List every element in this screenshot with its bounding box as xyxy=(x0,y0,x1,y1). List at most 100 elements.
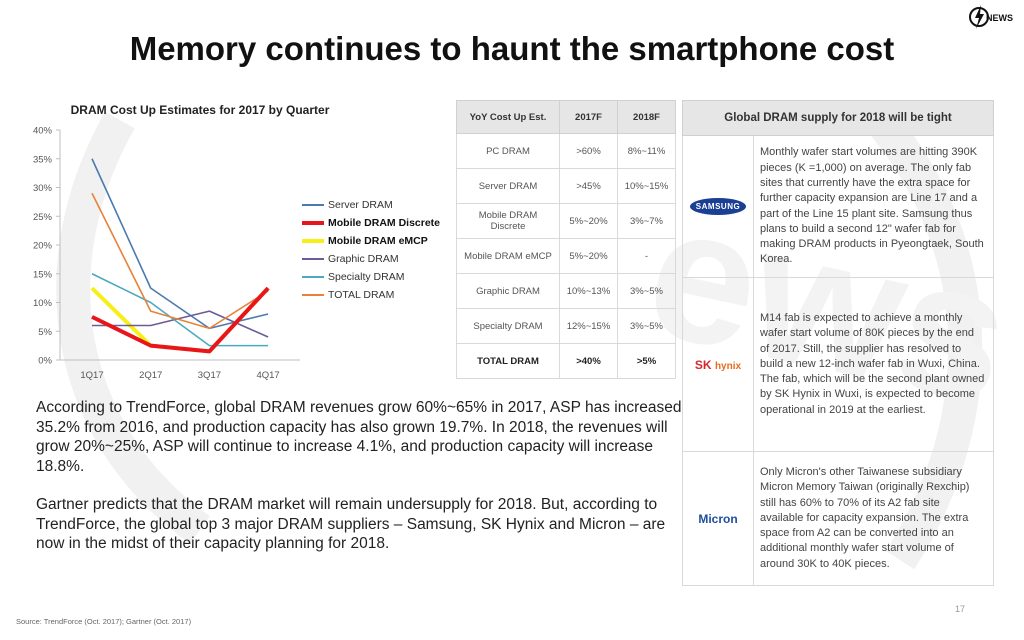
table-row: TOTAL DRAM >40% >5% xyxy=(456,343,676,379)
skhynix-logo-cell: SK hynix xyxy=(682,277,754,452)
y-tick-label: 30% xyxy=(33,183,53,194)
table-cell: 5%~20% xyxy=(559,238,618,274)
legend-label: Mobile DRAM Discrete xyxy=(328,217,441,229)
series-line-mobile-dram-discrete xyxy=(91,286,270,354)
legend-item-mobile-dram-discrete: Mobile DRAM Discrete xyxy=(302,214,440,232)
x-tick-label: 3Q17 xyxy=(198,370,221,381)
table-cell: 10%~13% xyxy=(559,273,618,309)
table-cell: Specialty DRAM xyxy=(456,308,560,344)
legend-swatch xyxy=(302,221,324,225)
skhynix-logo-sk: SK xyxy=(694,357,712,372)
table-row: Mobile DRAM eMCP 5%~20% - xyxy=(456,238,676,274)
legend-label: Graphic DRAM xyxy=(328,253,399,265)
samsung-description: Monthly wafer start volumes are hitting … xyxy=(753,135,994,278)
legend-item-mobile-dram-emcp: Mobile DRAM eMCP xyxy=(302,232,440,250)
paragraph-trendforce: According to TrendForce, global DRAM rev… xyxy=(36,399,682,475)
supply-table: Global DRAM supply for 2018 will be tigh… xyxy=(682,100,994,586)
source-note: Source: TrendForce (Oct. 2017); Gartner … xyxy=(16,617,192,626)
yoy-cost-table: YoY Cost Up Est. 2017F 2018F PC DRAM >60%… xyxy=(456,100,676,379)
col-header: 2017F xyxy=(559,100,618,134)
supplier-row-skhynix: SK hynix M14 fab is expected to achieve … xyxy=(682,277,994,452)
legend-item-total-dram: TOTAL DRAM xyxy=(302,286,440,304)
legend-swatch xyxy=(302,294,324,296)
y-tick-label: 0% xyxy=(38,356,52,367)
table-row: Server DRAM >45% 10%~15% xyxy=(456,168,676,204)
legend-swatch xyxy=(302,258,324,260)
supplier-row-micron: Micron Only Micron's other Taiwanese sub… xyxy=(682,451,994,586)
series-line-specialty-dram xyxy=(91,273,269,347)
table-cell: 12%~15% xyxy=(559,308,618,344)
y-tick-label: 40% xyxy=(33,126,53,137)
y-tick-label: 5% xyxy=(38,327,52,338)
legend-item-graphic-dram: Graphic DRAM xyxy=(302,250,440,268)
table-cell: Graphic DRAM xyxy=(456,273,560,309)
micron-description: Only Micron's other Taiwanese subsidiary… xyxy=(753,451,994,586)
legend-item-server-dram: Server DRAM xyxy=(302,196,440,214)
table-cell: 3%~5% xyxy=(617,273,676,309)
paragraph-gartner: Gartner predicts that the DRAM market wi… xyxy=(36,496,666,552)
table-row: Graphic DRAM 10%~13% 3%~5% xyxy=(456,273,676,309)
table-cell: >60% xyxy=(559,133,618,169)
table-cell: 3%~7% xyxy=(617,203,676,239)
news-logo-text: NEWS xyxy=(986,13,1013,23)
skhynix-logo-hynix: hynix xyxy=(714,360,742,372)
table-cell: PC DRAM xyxy=(456,133,560,169)
line-chart: 0% 5% 10% 15% 20% 25% 30% 35% 40% 1Q17 2Q17 3Q17 4Q… xyxy=(33,126,300,381)
table-cell: >5% xyxy=(617,343,676,379)
x-tick-label: 4Q17 xyxy=(256,370,279,381)
table-cell: TOTAL DRAM xyxy=(456,343,560,379)
legend-label: Specialty DRAM xyxy=(328,271,405,283)
table-cell: 5%~20% xyxy=(559,203,618,239)
skhynix-description: M14 fab is expected to achieve a monthly… xyxy=(753,277,994,452)
table-cell: >45% xyxy=(559,168,618,204)
table-cell: 8%~11% xyxy=(617,133,676,169)
legend-label: TOTAL DRAM xyxy=(328,289,395,301)
col-header: YoY Cost Up Est. xyxy=(456,100,560,134)
page-title: Memory continues to haunt the smartphone… xyxy=(129,30,895,67)
y-tick-label: 15% xyxy=(33,269,53,280)
chart-legend: Server DRAM Mobile DRAM Discrete Mobile DR… xyxy=(302,196,440,304)
table-cell: Mobile DRAM eMCP xyxy=(456,238,560,274)
table-cell: 10%~15% xyxy=(617,168,676,204)
table-cell: Mobile DRAM Discrete xyxy=(456,203,560,239)
y-tick-label: 10% xyxy=(33,298,53,309)
chart-series xyxy=(90,158,270,354)
table-cell: - xyxy=(617,238,676,274)
news-logo: NEWS xyxy=(968,2,1020,32)
series-line-server-dram xyxy=(91,158,269,330)
x-axis: 1Q17 2Q17 3Q17 4Q17 xyxy=(60,359,300,381)
supplier-row-samsung: SAMSUNG Monthly wafer start volumes are … xyxy=(682,135,994,278)
samsung-logo: SAMSUNG xyxy=(689,198,747,215)
table-cell: >40% xyxy=(559,343,618,379)
col-header: 2018F xyxy=(617,100,676,134)
legend-label: Mobile DRAM eMCP xyxy=(328,235,428,247)
body-text: According to TrendForce, global DRAM rev… xyxy=(36,398,691,573)
supply-header: Global DRAM supply for 2018 will be tigh… xyxy=(682,100,994,136)
legend-item-specialty-dram: Specialty DRAM xyxy=(302,268,440,286)
chart-title: DRAM Cost Up Estimates for 2017 by Quart… xyxy=(70,103,330,117)
legend-swatch xyxy=(302,276,324,278)
micron-logo: Micron xyxy=(698,511,738,526)
y-axis: 0% 5% 10% 15% 20% 25% 30% 35% 40% xyxy=(33,126,61,367)
page-number: 17 xyxy=(955,604,966,614)
legend-swatch xyxy=(302,239,324,243)
table-row: Specialty DRAM 12%~15% 3%~5% xyxy=(456,308,676,344)
series-line-total-dram xyxy=(91,192,269,330)
y-tick-label: 35% xyxy=(33,154,53,165)
series-line-graphic-dram xyxy=(92,310,269,338)
x-tick-label: 1Q17 xyxy=(80,370,103,381)
legend-swatch xyxy=(302,204,324,206)
lightning-icon xyxy=(969,5,989,29)
table-row: PC DRAM >60% 8%~11% xyxy=(456,133,676,169)
legend-label: Server DRAM xyxy=(328,199,393,211)
samsung-logo-cell: SAMSUNG xyxy=(682,135,754,278)
table-cell: Server DRAM xyxy=(456,168,560,204)
y-tick-label: 25% xyxy=(33,212,53,223)
x-tick-label: 2Q17 xyxy=(139,370,162,381)
table-row: Mobile DRAM Discrete 5%~20% 3%~7% xyxy=(456,203,676,239)
micron-logo-cell: Micron xyxy=(682,451,754,586)
y-tick-label: 20% xyxy=(33,241,53,252)
skhynix-logo: SK hynix xyxy=(695,358,741,372)
table-cell: 3%~5% xyxy=(617,308,676,344)
table-header-row: YoY Cost Up Est. 2017F 2018F xyxy=(456,100,676,134)
